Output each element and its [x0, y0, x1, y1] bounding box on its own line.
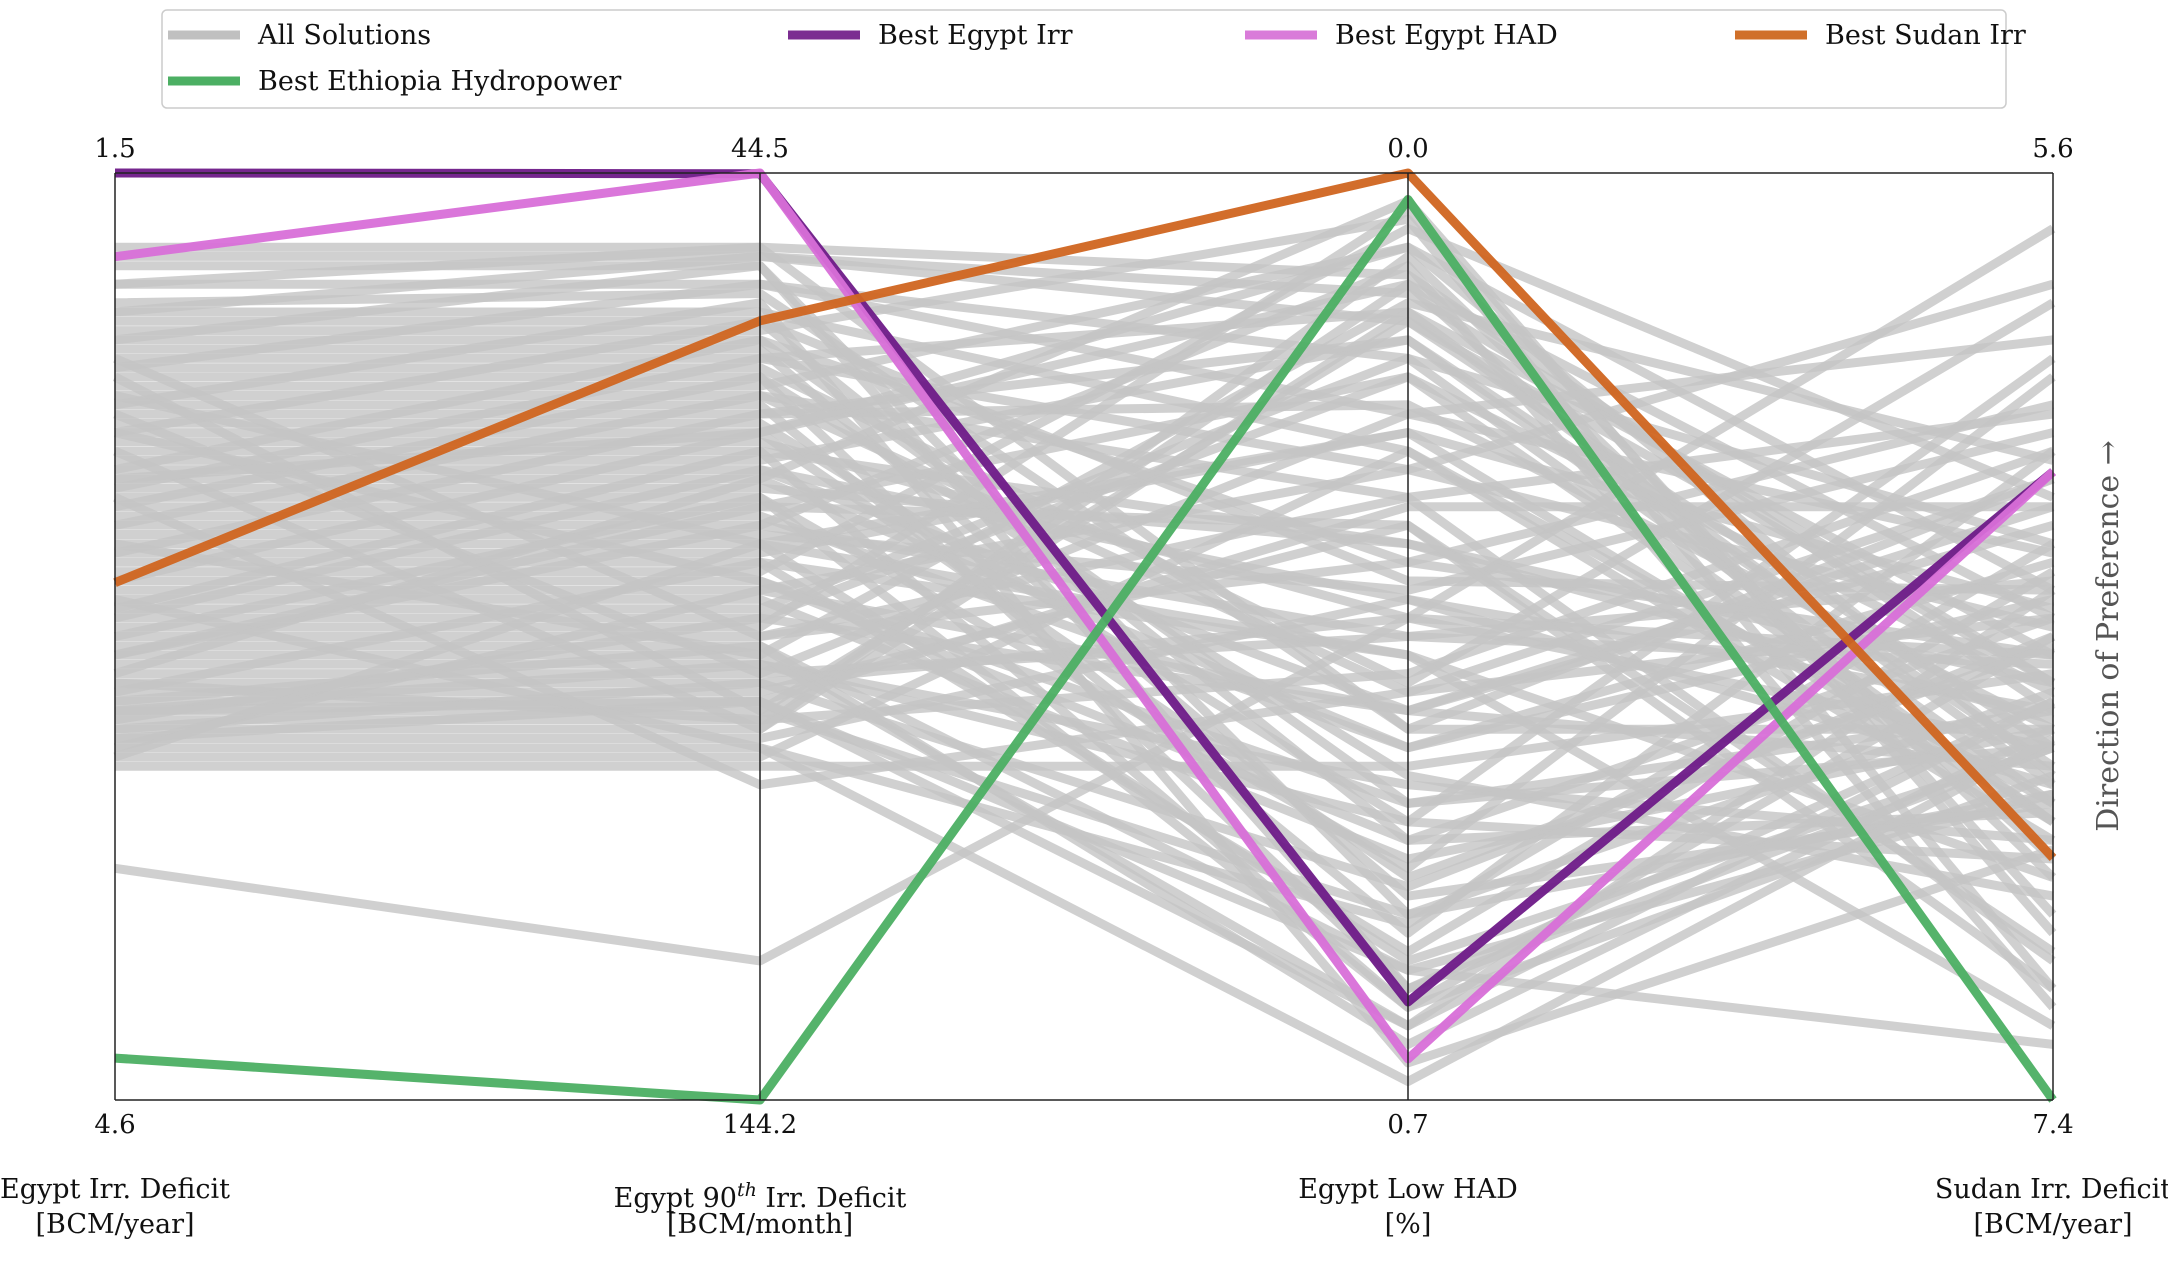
direction-label: Direction of Preference → [2091, 440, 2126, 832]
axis-name-egypt-irr-deficit: Egypt Irr. Deficit [0, 1174, 230, 1205]
axis-top-label: 0.0 [1387, 134, 1428, 164]
plot-frame [115, 172, 2053, 1101]
all-solutions-line [113, 502, 2056, 993]
axis-bottom-label: 144.2 [723, 1110, 797, 1140]
best-line-best-sudan-irr [113, 168, 2057, 861]
all-solutions-line [114, 279, 2054, 558]
all-solutions-line [113, 391, 2056, 1030]
legend-label: Best Egypt HAD [1335, 20, 1558, 51]
all-solutions-line [113, 595, 2056, 1086]
all-solutions-line [113, 428, 2054, 845]
axis-top-label: 5.6 [2032, 134, 2073, 164]
axis-unit-sudan-irr-deficit: [BCM/year] [1973, 1209, 2132, 1240]
all-solutions-line [114, 251, 2056, 687]
axis-unit-egypt-irr-deficit: [BCM/year] [35, 1209, 194, 1240]
all-solutions-line [114, 335, 2056, 808]
axis-bottom-label: 7.4 [2032, 1110, 2073, 1140]
all-solutions-line [113, 446, 2055, 725]
legend-label: All Solutions [257, 20, 431, 51]
axis-unit-egypt-low-had: [%] [1385, 1209, 1432, 1240]
all-solutions-line [114, 492, 2055, 1012]
legend-label: Best Sudan Irr [1825, 20, 2026, 51]
axis-name-egypt-low-had: Egypt Low HAD [1298, 1174, 1518, 1205]
axis-bottom-label: 4.6 [94, 1110, 135, 1140]
axis-name-sudan-irr-deficit: Sudan Irr. Deficit [1935, 1174, 2168, 1205]
direction-of-preference-label: Direction of Preference → [2091, 440, 2126, 832]
axis-top-label: 44.5 [731, 134, 789, 164]
all-solutions-line [114, 539, 2056, 1031]
best-line-best-ethiopia-hydropower [114, 195, 2057, 1105]
legend-box [161, 9, 2007, 109]
axis-top-label: 1.5 [94, 134, 135, 164]
legend-label: Best Egypt Irr [878, 20, 1073, 51]
legend: All Solutions Best Egypt Irr Best Egypt HA… [161, 9, 2026, 109]
all-solutions-line [114, 613, 2054, 966]
all-solutions-line [114, 353, 2055, 632]
legend-label: Best Ethiopia Hydropower [258, 66, 621, 97]
axis-unit-egypt-90th-irr-deficit: [BCM/month] [667, 1209, 853, 1240]
all-solutions-line [114, 316, 2054, 595]
all-solutions-line [114, 298, 2055, 1068]
all-solutions-line [115, 669, 2054, 771]
axes: 1.5 4.6 Egypt Irr. Deficit [BCM/year] 44.5 14… [0, 134, 2168, 1240]
all-solutions-line [114, 242, 2053, 734]
axis-bottom-label: 0.7 [1387, 1110, 1428, 1140]
all-solutions-line [114, 335, 2054, 808]
axis-name-egypt-90th-irr-deficit: Egypt 90th Irr. Deficit [614, 1179, 907, 1214]
best-line-best-egypt-had [114, 168, 2057, 1064]
all-solutions-line [113, 465, 2055, 790]
all-solutions-lines [112, 196, 2057, 1086]
